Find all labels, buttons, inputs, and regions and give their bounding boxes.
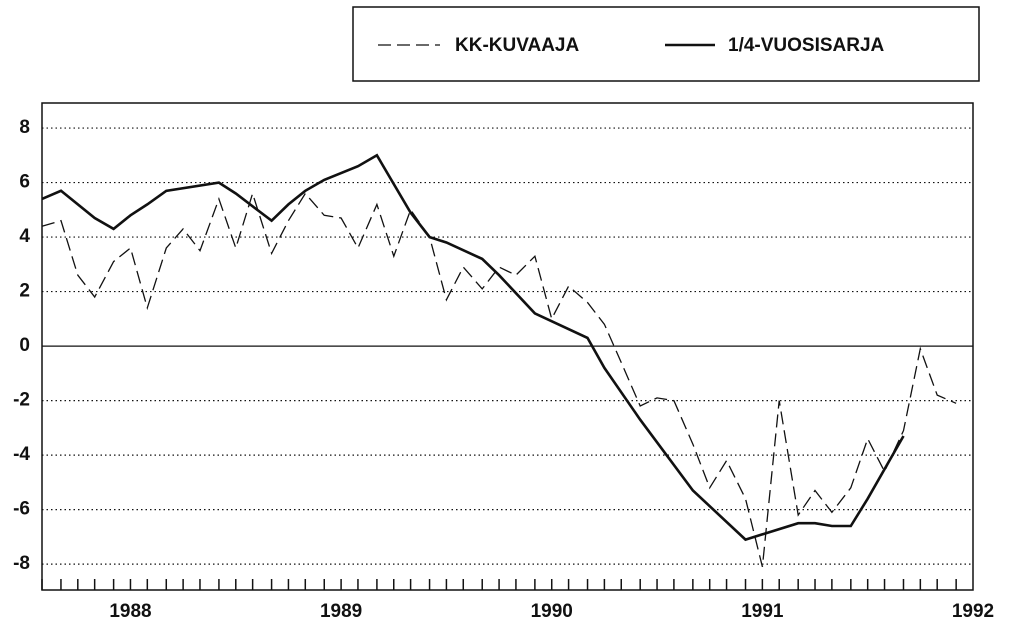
y-tick-label: -4 bbox=[13, 444, 30, 465]
x-tick-label: 1988 bbox=[109, 601, 151, 622]
y-tick-label: -6 bbox=[13, 499, 30, 520]
legend-label: 1/4-VUOSISARJA bbox=[728, 35, 885, 56]
legend-box bbox=[352, 6, 980, 82]
x-tick-label: 1989 bbox=[320, 601, 362, 622]
x-tick-label: 1990 bbox=[531, 601, 573, 622]
y-tick-label: -8 bbox=[13, 553, 30, 574]
y-tick-label: 2 bbox=[19, 281, 30, 302]
x-tick-label: 1992 bbox=[952, 601, 994, 622]
y-tick-label: 8 bbox=[19, 117, 30, 138]
x-tick-label: 1991 bbox=[741, 601, 784, 622]
y-tick-label: 6 bbox=[19, 172, 30, 193]
y-tick-label: -2 bbox=[13, 390, 30, 411]
legend-label: KK-KUVAAJA bbox=[455, 35, 579, 56]
series-line bbox=[41, 153, 905, 542]
y-tick-label: 0 bbox=[19, 335, 30, 356]
y-tick-label: 4 bbox=[19, 226, 30, 247]
series-line bbox=[41, 191, 957, 567]
